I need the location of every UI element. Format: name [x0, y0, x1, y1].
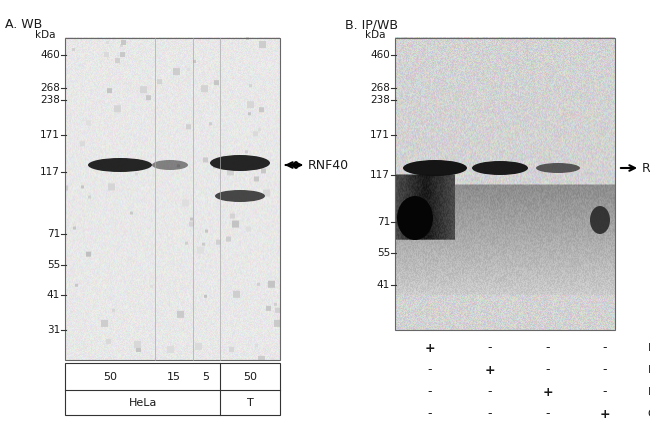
Text: 460: 460 — [40, 50, 60, 60]
Text: 31: 31 — [47, 325, 60, 335]
Text: BL3315 IP: BL3315 IP — [648, 365, 650, 375]
Text: -: - — [428, 364, 432, 377]
Text: -: - — [428, 408, 432, 420]
Text: -: - — [603, 364, 607, 377]
Text: 5: 5 — [203, 372, 209, 381]
Bar — [65, 38, 280, 360]
Text: RNF40: RNF40 — [308, 159, 349, 171]
Text: 268: 268 — [370, 83, 390, 93]
Text: +: + — [600, 408, 610, 420]
Text: 268: 268 — [40, 83, 60, 93]
Text: Ctrl IgG IP: Ctrl IgG IP — [648, 409, 650, 419]
Ellipse shape — [536, 163, 580, 173]
Text: -: - — [488, 408, 492, 420]
Text: 71: 71 — [47, 229, 60, 239]
Text: +: + — [485, 364, 495, 377]
Text: BL3314 IP: BL3314 IP — [648, 343, 650, 353]
Text: RNF40: RNF40 — [642, 162, 650, 174]
Text: 15: 15 — [167, 372, 181, 381]
Text: kDa: kDa — [34, 30, 55, 40]
Text: -: - — [546, 408, 551, 420]
Text: BL3316 IP: BL3316 IP — [648, 387, 650, 397]
Text: kDa: kDa — [365, 30, 385, 40]
Text: A. WB: A. WB — [5, 18, 42, 31]
Text: 460: 460 — [370, 50, 390, 60]
Text: T: T — [246, 397, 254, 408]
Ellipse shape — [472, 161, 528, 175]
Text: 55: 55 — [47, 260, 60, 270]
Text: 238: 238 — [370, 95, 390, 105]
Text: 117: 117 — [370, 170, 390, 180]
Text: +: + — [424, 341, 436, 354]
Ellipse shape — [397, 196, 433, 240]
Text: +: + — [543, 385, 553, 399]
Text: 171: 171 — [370, 130, 390, 140]
Text: 41: 41 — [47, 290, 60, 300]
Text: -: - — [603, 341, 607, 354]
Ellipse shape — [152, 160, 188, 170]
Text: 117: 117 — [40, 167, 60, 177]
Text: 41: 41 — [377, 280, 390, 290]
Text: -: - — [488, 341, 492, 354]
Bar — [395, 38, 615, 330]
Ellipse shape — [215, 190, 265, 202]
Text: B. IP/WB: B. IP/WB — [345, 18, 398, 31]
Text: -: - — [428, 385, 432, 399]
Text: HeLa: HeLa — [129, 397, 157, 408]
Text: 238: 238 — [40, 95, 60, 105]
Ellipse shape — [590, 206, 610, 234]
Ellipse shape — [88, 158, 152, 172]
Text: 50: 50 — [103, 372, 117, 381]
Text: 50: 50 — [243, 372, 257, 381]
Text: -: - — [546, 364, 551, 377]
Ellipse shape — [210, 155, 270, 171]
Text: 55: 55 — [377, 248, 390, 258]
Ellipse shape — [403, 160, 467, 176]
Bar — [65, 363, 280, 415]
Text: -: - — [546, 341, 551, 354]
Text: 71: 71 — [377, 217, 390, 227]
Text: -: - — [603, 385, 607, 399]
Text: 171: 171 — [40, 130, 60, 140]
Text: -: - — [488, 385, 492, 399]
